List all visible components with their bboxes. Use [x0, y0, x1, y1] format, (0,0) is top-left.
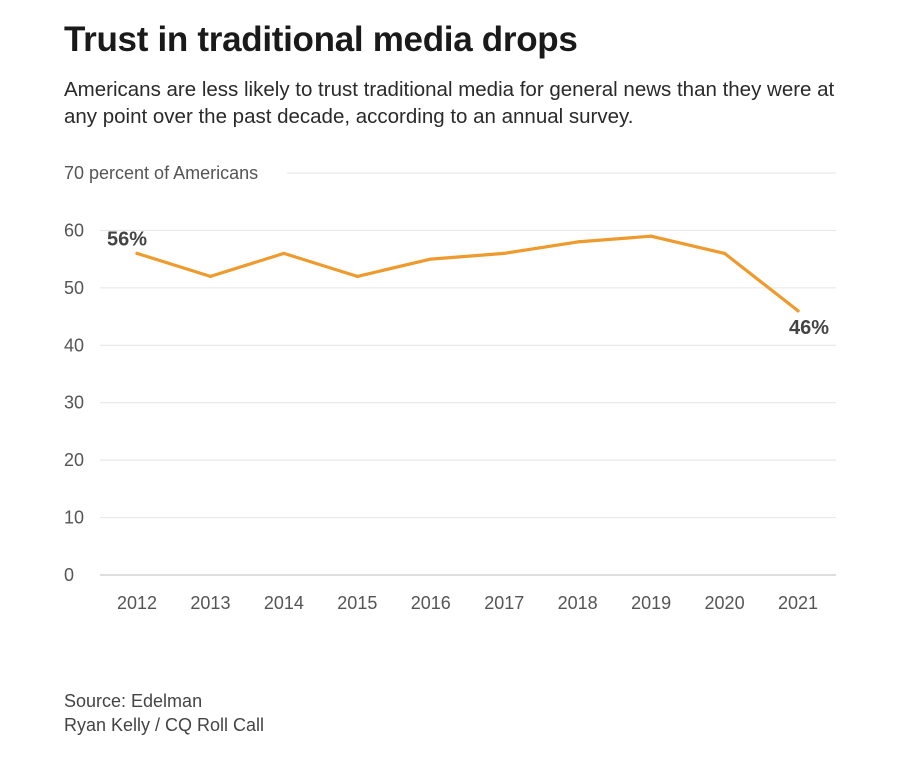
gridlines — [100, 172, 836, 576]
data-labels: 56% 46% — [107, 228, 829, 338]
data-point-2018 — [576, 240, 580, 244]
y-tick-label-70: 70 percent of Americans — [64, 163, 258, 183]
x-tick-label-2014: 2014 — [264, 593, 304, 613]
data-point-2013 — [208, 274, 213, 278]
x-axis-ticks: 2012 2013 2014 2015 2016 2017 2018 2019 2020 2021 — [117, 593, 818, 613]
x-tick-label-2012: 2012 — [117, 593, 157, 613]
data-point-2015 — [355, 274, 359, 278]
source-note: Source: Edelman — [64, 691, 203, 711]
data-point-2021 — [796, 309, 800, 313]
y-tick-label-60: 60 — [64, 220, 84, 240]
data-label-2021: 46% — [789, 317, 829, 339]
y-tick-label-0: 0 — [64, 565, 74, 585]
x-tick-label-2015: 2015 — [337, 593, 377, 613]
x-tick-label-2019: 2019 — [631, 593, 671, 613]
data-point-2019 — [649, 234, 653, 238]
data-point-2020 — [722, 251, 727, 255]
y-tick-label-30: 30 — [64, 393, 84, 413]
x-tick-label-2013: 2013 — [190, 593, 230, 613]
x-tick-label-2021: 2021 — [778, 593, 818, 613]
credit-line: Ryan Kelly / CQ Roll Call — [64, 715, 265, 735]
x-tick-label-2016: 2016 — [411, 593, 451, 613]
y-tick-label-50: 50 — [64, 278, 84, 298]
y-tick-label-10: 10 — [64, 508, 84, 528]
y-tick-label-40: 40 — [64, 335, 84, 355]
chart-subtitle: Americans are less likely to trust tradi… — [64, 78, 835, 128]
x-tick-label-2017: 2017 — [484, 593, 524, 613]
chart-footer: Source: Edelman Ryan Kelly / CQ Roll Cal… — [64, 689, 264, 737]
chart-title: Trust in traditional media drops — [64, 20, 578, 59]
data-point-2017 — [502, 251, 506, 255]
x-tick-label-2020: 2020 — [705, 593, 745, 613]
series — [135, 234, 800, 313]
x-tick-label-2018: 2018 — [558, 593, 598, 613]
y-tick-label-20: 20 — [64, 450, 84, 470]
series-line — [135, 234, 800, 313]
data-label-2012: 56% — [107, 228, 147, 250]
data-point-2012 — [135, 251, 139, 255]
y-axis-ticks: 0 10 20 30 40 50 60 70 percent of Americans — [64, 163, 258, 585]
data-point-2016 — [429, 257, 433, 261]
data-point-2014 — [282, 251, 286, 255]
